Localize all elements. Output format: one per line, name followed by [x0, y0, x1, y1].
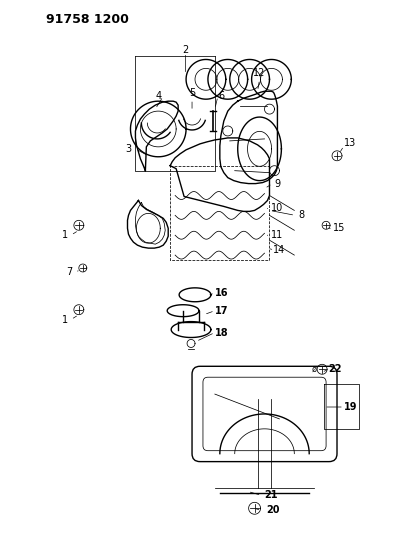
Text: 3: 3	[125, 144, 132, 154]
Text: 12: 12	[253, 68, 266, 78]
Text: 14: 14	[273, 245, 286, 255]
Text: 91758 1200: 91758 1200	[46, 13, 129, 26]
Text: 5: 5	[189, 88, 195, 98]
Text: 21: 21	[265, 490, 278, 500]
Text: 16: 16	[215, 288, 229, 298]
Text: 8: 8	[298, 211, 304, 220]
Text: 20: 20	[267, 505, 280, 515]
Text: 22: 22	[328, 364, 342, 374]
Text: 7: 7	[66, 267, 72, 277]
Text: 15: 15	[333, 223, 345, 233]
Text: 18: 18	[215, 328, 229, 337]
Text: 1: 1	[62, 230, 68, 240]
Text: 10: 10	[271, 204, 284, 213]
Text: 6: 6	[219, 91, 225, 101]
Text: 17: 17	[215, 306, 229, 316]
Text: 1: 1	[62, 314, 68, 325]
Text: 4: 4	[155, 91, 161, 101]
Text: 13: 13	[344, 138, 356, 148]
Text: 9: 9	[274, 179, 281, 189]
Text: 11: 11	[271, 230, 284, 240]
Text: 19: 19	[344, 402, 358, 412]
Text: 2: 2	[182, 45, 188, 54]
Text: ø: ø	[312, 365, 317, 374]
